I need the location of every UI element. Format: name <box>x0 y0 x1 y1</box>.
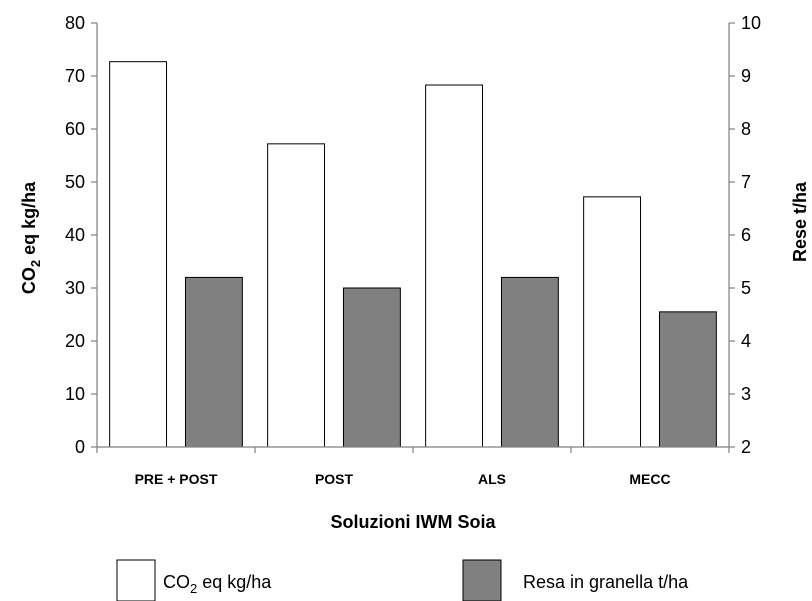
legend-label-co2-main: CO <box>163 572 190 592</box>
right-tick-label: 3 <box>741 384 751 404</box>
bar-resa <box>342 287 401 448</box>
bar-resa <box>184 276 243 448</box>
right-tick-label: 2 <box>741 437 751 457</box>
legend-label-co2-rest: eq kg/ha <box>197 572 272 592</box>
legend-swatch-resa <box>462 559 502 601</box>
legend: CO2 eq kg/ha Resa in granella t/ha <box>116 559 689 601</box>
right-tick-label: 8 <box>741 119 751 139</box>
right-tick-label: 7 <box>741 172 751 192</box>
left-tick-label: 30 <box>65 278 85 298</box>
left-tick-label: 80 <box>65 13 85 33</box>
left-tick-label: 10 <box>65 384 85 404</box>
left-ticks: 0 10 20 30 40 50 60 70 80 <box>65 13 97 457</box>
bars-group <box>109 61 717 448</box>
x-category-label: POST <box>315 471 354 487</box>
x-axis-title: Soluzioni IWM Soia <box>331 512 497 532</box>
bar-co2 <box>267 143 326 448</box>
left-tick-label: 50 <box>65 172 85 192</box>
bar-resa <box>658 311 717 448</box>
right-tick-label: 6 <box>741 225 751 245</box>
bar-co2 <box>109 61 168 448</box>
x-category-label: ALS <box>478 471 506 487</box>
y-axis-title-left-sub: 2 <box>28 260 43 267</box>
bar-co2 <box>425 84 484 448</box>
x-category-label: PRE + POST <box>135 471 218 487</box>
right-tick-label: 9 <box>741 66 751 86</box>
left-tick-label: 20 <box>65 331 85 351</box>
legend-label-resa: Resa in granella t/ha <box>523 572 689 592</box>
legend-label-co2: CO2 eq kg/ha <box>163 572 272 596</box>
x-ticks: PRE + POST POST ALS MECC <box>96 447 730 487</box>
bar-resa <box>500 276 559 448</box>
left-tick-label: 70 <box>65 66 85 86</box>
legend-swatch-co2 <box>116 559 156 601</box>
bar-co2 <box>583 196 642 448</box>
legend-label-co2-sub: 2 <box>190 581 197 596</box>
y-axis-title-left-main: CO <box>19 267 39 294</box>
right-tick-label: 5 <box>741 278 751 298</box>
y-axis-title-right: Rese t/ha <box>790 181 810 262</box>
y-axis-title-left-rest: eq kg/ha <box>19 181 39 260</box>
y-axis-title-left: CO2 eq kg/ha <box>19 181 43 294</box>
right-ticks: 2 3 4 5 6 7 8 9 10 <box>729 13 761 457</box>
left-tick-label: 0 <box>75 437 85 457</box>
right-tick-label: 10 <box>741 13 761 33</box>
left-tick-label: 40 <box>65 225 85 245</box>
left-tick-label: 60 <box>65 119 85 139</box>
right-tick-label: 4 <box>741 331 751 351</box>
x-category-label: MECC <box>629 471 670 487</box>
